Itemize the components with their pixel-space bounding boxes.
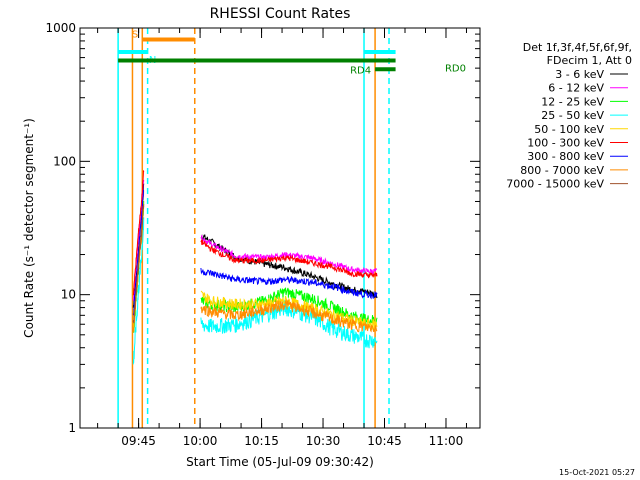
legend-entry-label: 12 - 25 keV [541, 95, 604, 108]
series-line [132, 170, 145, 296]
x-axis: 09:45 10:00 10:15 10:30 10:45 11:00 [97, 28, 467, 448]
legend: Det 1f,3f,4f,5f,6f,9f, FDecim 1, Att 0 3… [506, 41, 632, 191]
plot-frame [79, 27, 481, 429]
y-tick-label: 10 [61, 288, 76, 302]
legend-entry-label: 50 - 100 keV [534, 123, 604, 136]
legend-entry-label: 3 - 6 keV [555, 68, 604, 81]
state-bar-label: S [132, 29, 138, 40]
x-tick-label: 10:00 [183, 434, 218, 448]
chart-title: RHESSI Count Rates [210, 6, 351, 22]
series-line [200, 298, 378, 333]
y-axis-label: Count Rate (s⁻¹ detector segment⁻¹) [22, 118, 36, 338]
state-bar-label: RD4 [350, 65, 371, 76]
y-tick-label: 1 [68, 421, 76, 435]
generated-timestamp: 15-Oct-2021 05:27 [559, 468, 635, 477]
legend-entry-label: 800 - 7000 keV [520, 164, 604, 177]
series-line [200, 234, 378, 276]
y-tick-label: 100 [53, 154, 76, 168]
legend-entry-label: 6 - 12 keV [548, 82, 604, 95]
series-line [200, 267, 378, 300]
series-line [132, 204, 145, 324]
series-line [200, 234, 378, 299]
x-tick-label: 10:30 [306, 434, 341, 448]
x-axis-label: Start Time (05-Jul-09 09:30:42) [186, 455, 374, 469]
plot-area: SNRD0RD4 [117, 28, 466, 428]
attenuator-state-bars: SNRD0RD4 [118, 29, 466, 76]
x-tick-label: 10:45 [367, 434, 402, 448]
x-tick-label: 11:00 [429, 434, 464, 448]
legend-entry-label: 100 - 300 keV [527, 137, 604, 150]
x-tick-label: 09:45 [121, 434, 156, 448]
state-bar-label: RD0 [445, 64, 466, 75]
series-line [132, 189, 145, 316]
legend-entry-label: 300 - 800 keV [527, 150, 604, 163]
legend-entry-label: 7000 - 15000 keV [506, 178, 604, 191]
series-line [132, 217, 145, 365]
series-line [200, 290, 378, 331]
x-tick-label: 10:15 [244, 434, 279, 448]
series-line [200, 238, 378, 279]
legend-header-line-1: Det 1f,3f,4f,5f,6f,9f, [523, 41, 632, 54]
y-tick-label: 1000 [45, 21, 76, 35]
legend-entry-label: 25 - 50 keV [541, 109, 604, 122]
legend-header-line-2: FDecim 1, Att 0 [547, 54, 632, 67]
y-axis: 1 10 100 1000 [45, 21, 480, 435]
series-group [132, 170, 378, 365]
vertical-marker-lines [117, 28, 390, 428]
